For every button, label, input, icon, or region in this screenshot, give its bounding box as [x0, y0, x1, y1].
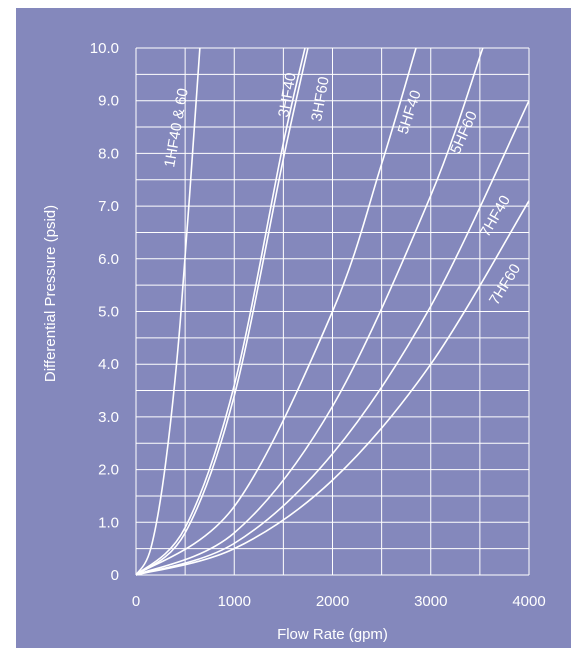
y-tick-label: 4.0	[98, 356, 119, 373]
series-label: 5HF60	[447, 109, 481, 157]
series-line	[135, 47, 201, 576]
series-label: 1HF40 & 60	[161, 87, 192, 169]
y-axis-title: Differential Pressure (psid)	[42, 205, 59, 382]
y-tick-label: 9.0	[98, 93, 119, 110]
x-tick-label: 2000	[316, 593, 349, 610]
x-tick-label: 0	[132, 593, 140, 610]
series-label: 7HF60	[486, 261, 524, 308]
x-tick-label: 4000	[512, 593, 545, 610]
y-tick-label: 5.0	[98, 304, 119, 321]
y-tick-label: 1.0	[98, 514, 119, 531]
series-line	[135, 47, 309, 576]
x-tick-label: 1000	[218, 593, 251, 610]
series-label: 3HF40	[275, 71, 300, 118]
series-line	[135, 47, 417, 576]
pressure-flow-chart: 0 1.0 2.0 3.0 4.0 5.0 6.0 7.0 8.0 9.0 10.0 0 1000 200…	[42, 40, 546, 643]
y-tick-label: 7.0	[98, 198, 119, 215]
y-tick-label: 6.0	[98, 251, 119, 268]
series-label: 5HF40	[395, 88, 425, 136]
series-line	[135, 47, 306, 576]
series-line	[135, 47, 484, 576]
x-axis-title: Flow Rate (gpm)	[277, 626, 388, 643]
series-line	[135, 100, 530, 576]
y-tick-label: 3.0	[98, 409, 119, 426]
y-tick-label: 8.0	[98, 145, 119, 162]
y-tick-label: 0	[111, 567, 119, 584]
y-tick-label: 10.0	[90, 40, 119, 57]
chart-panel: 0 1.0 2.0 3.0 4.0 5.0 6.0 7.0 8.0 9.0 10.0 0 1000 200…	[16, 8, 571, 648]
x-tick-label: 3000	[414, 593, 447, 610]
series-line	[135, 200, 530, 576]
series-label: 3HF60	[308, 75, 333, 122]
y-tick-label: 2.0	[98, 462, 119, 479]
